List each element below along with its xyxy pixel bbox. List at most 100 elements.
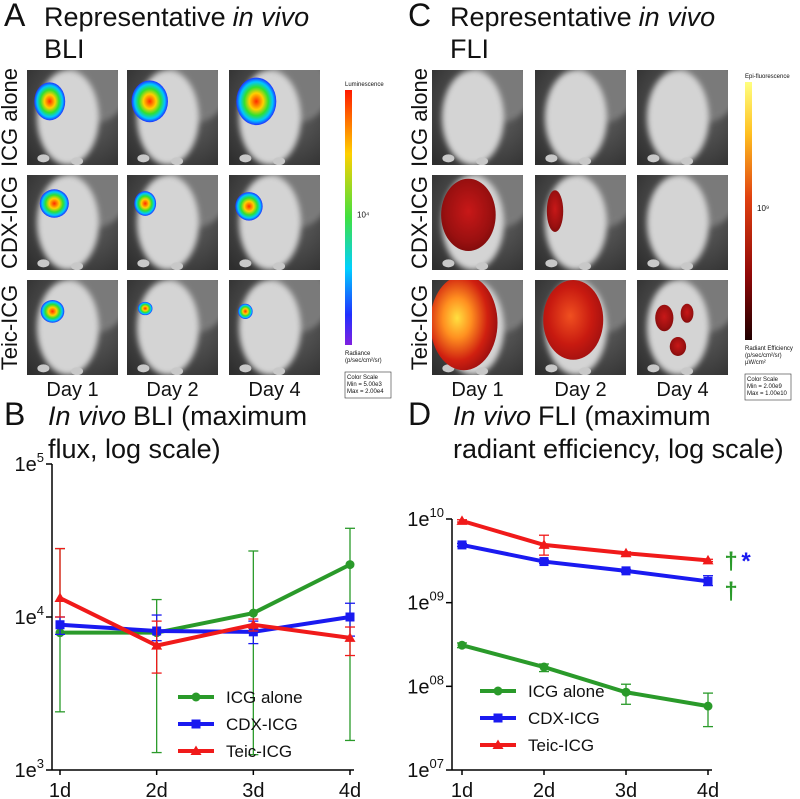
legend-marker bbox=[190, 745, 202, 755]
signal bbox=[39, 189, 69, 218]
paw bbox=[647, 259, 660, 268]
legend-marker bbox=[492, 739, 504, 749]
signal bbox=[441, 178, 496, 251]
scale-text: Max = 1.00e10 bbox=[747, 391, 788, 397]
mouse-body bbox=[545, 70, 607, 165]
paw bbox=[239, 154, 252, 163]
mouse-image bbox=[432, 70, 523, 165]
point bbox=[54, 592, 66, 603]
column-label: Day 1 bbox=[451, 379, 503, 401]
point bbox=[457, 540, 467, 550]
signal bbox=[131, 80, 168, 123]
annotation: * bbox=[741, 548, 751, 575]
point bbox=[621, 687, 631, 697]
x-tick-label: 1d bbox=[49, 780, 71, 799]
x-tick-label: 1d bbox=[451, 780, 473, 799]
panel-letter: D bbox=[408, 396, 431, 432]
point bbox=[457, 640, 467, 650]
point bbox=[620, 547, 632, 558]
panel-title: FLI bbox=[450, 34, 489, 64]
paw bbox=[171, 262, 184, 270]
colorbar-units: (p/sec/cm²/sr) bbox=[345, 358, 382, 364]
series-line bbox=[461, 643, 709, 709]
chart-title: flux, log scale) bbox=[48, 434, 221, 464]
title-part: Representative bbox=[44, 2, 226, 32]
paw bbox=[273, 367, 286, 375]
point bbox=[703, 701, 713, 711]
x-tick-label: 2d bbox=[533, 780, 555, 799]
row-label: Teic-ICG bbox=[0, 285, 22, 371]
paw bbox=[71, 157, 84, 165]
chart-title: BLI (maximum bbox=[133, 401, 307, 431]
annotation: † bbox=[724, 548, 737, 575]
legend-label: CDX-ICG bbox=[528, 709, 600, 728]
paw bbox=[71, 367, 84, 375]
legend-marker bbox=[493, 686, 503, 696]
panel-title: BLI bbox=[44, 34, 85, 64]
mouse-body bbox=[647, 175, 709, 270]
colorbar-units: µW/cm² bbox=[745, 360, 766, 366]
title-part: Representative bbox=[450, 2, 632, 32]
scale-box bbox=[344, 371, 392, 399]
point bbox=[55, 620, 65, 630]
signal bbox=[546, 190, 564, 232]
scale-text: Color Scale bbox=[747, 377, 779, 383]
chart-title: In vivo bbox=[453, 401, 531, 431]
mouse-image bbox=[27, 175, 118, 270]
mouse-image bbox=[229, 70, 320, 165]
paw bbox=[442, 259, 455, 268]
series-line bbox=[59, 596, 351, 648]
point bbox=[539, 662, 549, 672]
paw bbox=[137, 154, 150, 163]
row-label: CDX-ICG bbox=[0, 176, 22, 269]
colorbar-units: Radiant Efficiency bbox=[745, 346, 793, 352]
mouse-image bbox=[229, 280, 320, 375]
y-tick-label: 1e5 bbox=[15, 450, 44, 476]
paw bbox=[137, 259, 150, 268]
x-tick-label: 3d bbox=[615, 780, 637, 799]
paw bbox=[579, 157, 592, 165]
point bbox=[344, 632, 356, 642]
paw bbox=[681, 367, 694, 375]
y-tick-label: 1e07 bbox=[407, 756, 444, 782]
colorbar-mid: 10⁴ bbox=[357, 211, 370, 220]
point bbox=[345, 612, 355, 622]
paw bbox=[71, 262, 84, 270]
y-tick-label: 1e08 bbox=[407, 672, 444, 698]
paw bbox=[545, 259, 558, 268]
point bbox=[703, 576, 713, 586]
panel-letter: C bbox=[408, 0, 431, 33]
legend-label: Teic-ICG bbox=[528, 736, 594, 755]
signal bbox=[134, 191, 157, 216]
series-line bbox=[60, 562, 351, 635]
chart-title: In vivo bbox=[48, 401, 126, 431]
annotation: † bbox=[724, 578, 737, 605]
signal bbox=[40, 299, 65, 323]
row-label: Teic-ICG bbox=[407, 285, 432, 371]
mouse-image bbox=[127, 280, 218, 375]
paw bbox=[579, 262, 592, 270]
colorbar-title: Luminescence bbox=[345, 82, 384, 88]
point bbox=[621, 566, 631, 576]
signal bbox=[655, 304, 674, 332]
colorbar-units: (p/sec/cm²/sr) bbox=[745, 353, 782, 359]
signal bbox=[543, 280, 604, 360]
mouse-image bbox=[127, 175, 218, 270]
paw bbox=[137, 364, 150, 373]
y-tick-label: 1e09 bbox=[407, 589, 444, 615]
y-tick-label: 1e4 bbox=[15, 603, 44, 629]
title-part: in vivo bbox=[233, 2, 310, 32]
x-tick-label: 3d bbox=[242, 780, 264, 799]
paw bbox=[239, 364, 252, 373]
mouse-body bbox=[137, 280, 199, 375]
point bbox=[248, 627, 258, 637]
paw bbox=[273, 262, 286, 270]
mouse-image bbox=[637, 280, 728, 375]
paw bbox=[239, 259, 252, 268]
mouse-body bbox=[37, 175, 99, 270]
mouse-body bbox=[647, 70, 709, 165]
paw bbox=[37, 154, 50, 163]
signal bbox=[236, 77, 277, 126]
signal bbox=[235, 192, 263, 221]
colorbar-units: Radiance bbox=[345, 351, 371, 357]
